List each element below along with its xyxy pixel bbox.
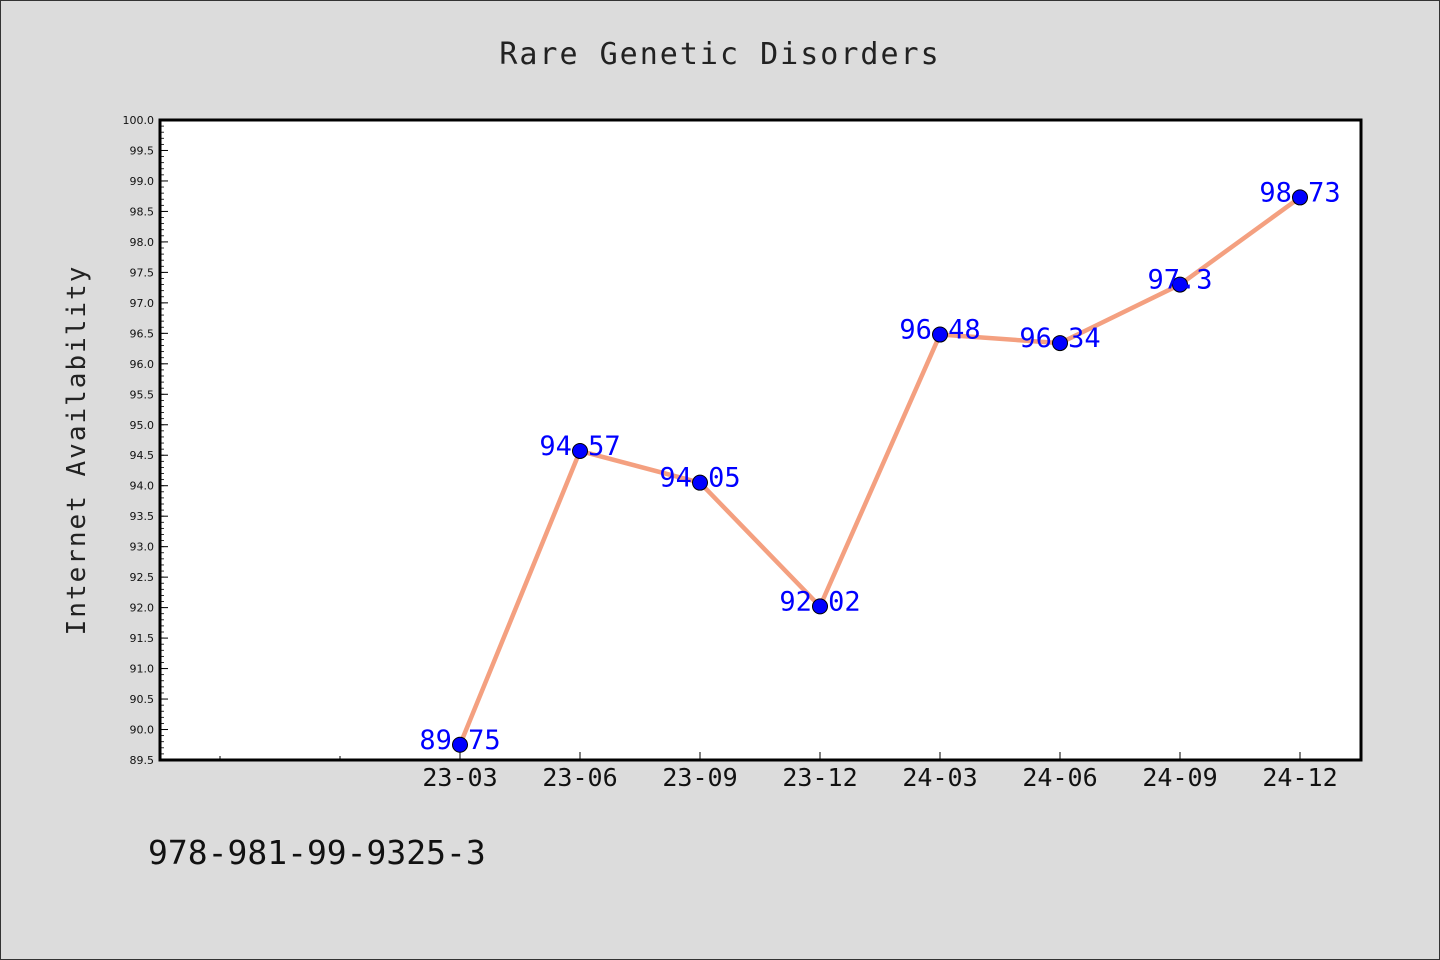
y-tick-label: 92.0	[130, 602, 155, 615]
data-label: 97.3	[1147, 265, 1212, 296]
data-label: 94.05	[659, 463, 740, 494]
x-tick-label: 24-12	[1262, 763, 1337, 792]
y-tick-label: 90.5	[130, 693, 155, 706]
x-axis: 23-03 23-06 23-09 23-12 24-03 24-06 24-09 24-12	[219, 752, 1338, 792]
series-line-group: 89.75 94.57 94.05 92.02 96.48 96.34 97.3 98.73	[419, 177, 1340, 755]
y-tick-label: 100.0	[123, 114, 155, 127]
y-tick-label: 89.5	[130, 754, 155, 767]
series-line	[457, 195, 1302, 746]
y-axis-label: Internet Availability	[62, 265, 92, 636]
y-tick-label: 96.5	[130, 327, 155, 340]
data-point	[1172, 276, 1188, 293]
y-tick-label: 91.0	[130, 663, 155, 676]
y-tick-label: 90.0	[130, 724, 155, 737]
data-label: 89.75	[419, 725, 500, 756]
y-tick-label: 96.0	[130, 358, 155, 371]
y-tick-label: 99.5	[130, 144, 155, 157]
data-label: 96.34	[1019, 323, 1100, 354]
data-label: 92.02	[779, 586, 860, 617]
chart-title: Rare Genetic Disorders	[499, 37, 940, 72]
y-tick-label: 95.0	[130, 419, 155, 432]
data-point	[692, 474, 708, 491]
x-tick-label: 24-06	[1022, 763, 1097, 792]
data-point	[1052, 335, 1068, 352]
data-point	[932, 326, 948, 343]
x-tick-label: 23-03	[422, 763, 497, 792]
y-axis: 89.5 90.0 90.5 91.0 91.5 92.0 92.5 93.0 93.5 94.0…	[123, 114, 168, 767]
y-tick-label: 95.5	[130, 388, 155, 401]
y-tick-label: 98.0	[130, 236, 155, 249]
x-tick-label: 23-12	[782, 763, 857, 792]
y-tick-label: 94.5	[130, 449, 155, 462]
y-tick-label: 93.0	[130, 541, 155, 554]
data-point	[452, 736, 468, 753]
x-tick-label: 23-09	[662, 763, 737, 792]
plot-area	[158, 118, 1363, 762]
isbn-text: 978-981-99-9325-3	[148, 833, 486, 872]
x-tick-label: 24-03	[902, 763, 977, 792]
data-label: 94.57	[539, 431, 620, 462]
y-tick-label: 99.0	[130, 175, 155, 188]
data-label: 96.48	[899, 315, 980, 346]
y-tick-label: 93.5	[130, 510, 155, 523]
y-tick-label: 98.5	[130, 205, 155, 218]
y-tick-label: 92.5	[130, 571, 155, 584]
data-point	[1292, 189, 1308, 206]
y-tick-label: 97.0	[130, 297, 155, 310]
y-tick-label: 91.5	[130, 632, 155, 645]
x-tick-label: 23-06	[542, 763, 617, 792]
data-point	[572, 442, 588, 459]
data-label: 98.73	[1259, 177, 1340, 208]
y-tick-label: 94.0	[130, 480, 155, 493]
y-tick-label: 97.5	[130, 266, 155, 279]
x-tick-label: 24-09	[1142, 763, 1217, 792]
data-point	[812, 598, 828, 615]
